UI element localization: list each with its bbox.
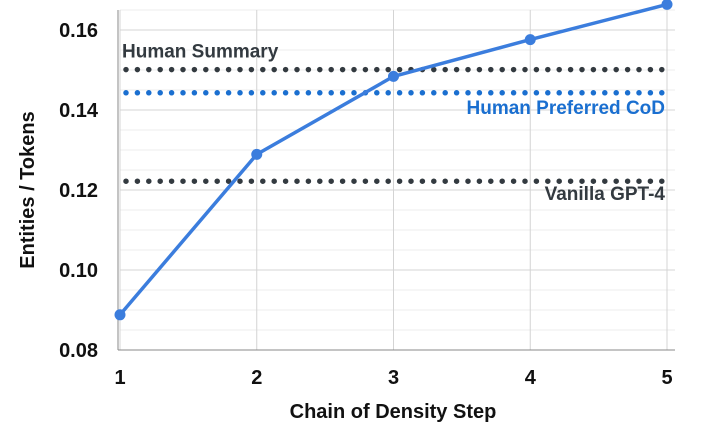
- axes: [117, 10, 675, 351]
- data-point: [114, 309, 126, 321]
- y-tick-label: 0.12: [59, 180, 98, 202]
- x-axis-title: Chain of Density Step: [290, 401, 497, 423]
- data-point: [524, 34, 536, 46]
- x-tick-label: 2: [251, 367, 262, 389]
- y-tick-label: 0.16: [59, 20, 98, 42]
- x-tick-label: 4: [525, 367, 537, 389]
- labels: Chain of Density Step Entities / Tokens …: [17, 20, 673, 423]
- y-axis-title: Entities / Tokens: [17, 111, 39, 268]
- data-point: [661, 0, 673, 10]
- grid: [119, 9, 675, 351]
- reference-line-label: Human Preferred CoD: [467, 98, 666, 119]
- x-tick-label: 1: [114, 367, 125, 389]
- x-tick-label: 5: [661, 367, 672, 389]
- data-point: [388, 70, 399, 82]
- series: [114, 0, 673, 321]
- y-tick-label: 0.08: [59, 340, 98, 362]
- y-tick-label: 0.14: [59, 100, 99, 122]
- reference-line-label: Human Summary: [122, 42, 279, 63]
- reference-lines: [123, 66, 670, 184]
- data-point: [251, 148, 263, 160]
- reference-line-label: Vanilla GPT-4: [545, 184, 666, 205]
- x-tick-label: 3: [388, 367, 399, 389]
- y-tick-label: 0.10: [59, 260, 98, 282]
